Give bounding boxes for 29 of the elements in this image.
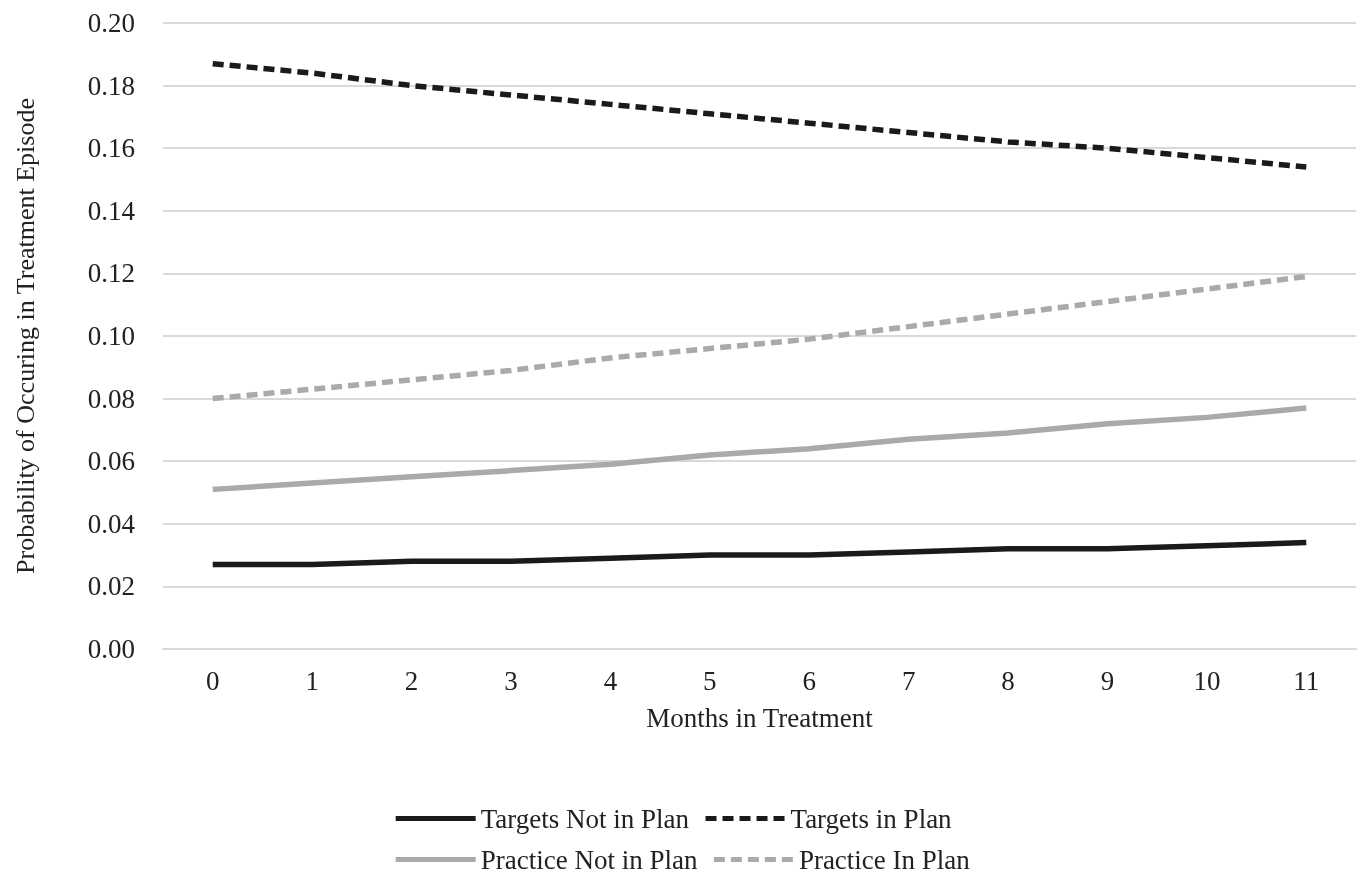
y-tick-label: 0.10	[87, 321, 135, 351]
x-tick-label: 6	[802, 665, 816, 696]
x-tick-label: 10	[1193, 665, 1221, 696]
legend-label: Practice Not in Plan	[480, 844, 698, 875]
y-axis-title: Probability of Occuring in Treatment Episode	[10, 98, 40, 574]
legend-label: Practice In Plan	[798, 844, 971, 875]
legend-label: Targets Not in Plan	[480, 803, 690, 834]
legend-label: Targets in Plan	[790, 803, 953, 834]
y-tick-label: 0.18	[87, 70, 135, 101]
y-tick-label: 0.08	[87, 383, 135, 414]
x-tick-label: 7	[901, 665, 916, 696]
y-tick-label: 0.00	[87, 634, 135, 664]
y-tick-label: 0.20	[87, 8, 135, 38]
y-tick-label: 0.14	[87, 195, 136, 226]
x-tick-label: 2	[404, 665, 419, 696]
x-tick-label: 3	[504, 665, 518, 696]
x-tick-label: 5	[703, 665, 717, 696]
x-tick-label: 9	[1100, 665, 1115, 696]
y-tick-label: 0.12	[87, 258, 135, 289]
x-tick-label: 11	[1293, 665, 1320, 696]
y-tick-label: 0.16	[87, 133, 135, 164]
x-axis-title: Months in Treatment	[646, 702, 874, 733]
x-tick-label: 8	[1001, 665, 1015, 696]
y-tick-label: 0.02	[87, 571, 135, 602]
x-tick-label: 1	[305, 665, 319, 696]
x-tick-label: 4	[603, 665, 618, 696]
x-tick-label: 0	[205, 665, 220, 696]
y-tick-label: 0.06	[87, 446, 135, 477]
y-tick-label: 0.04	[87, 508, 136, 539]
